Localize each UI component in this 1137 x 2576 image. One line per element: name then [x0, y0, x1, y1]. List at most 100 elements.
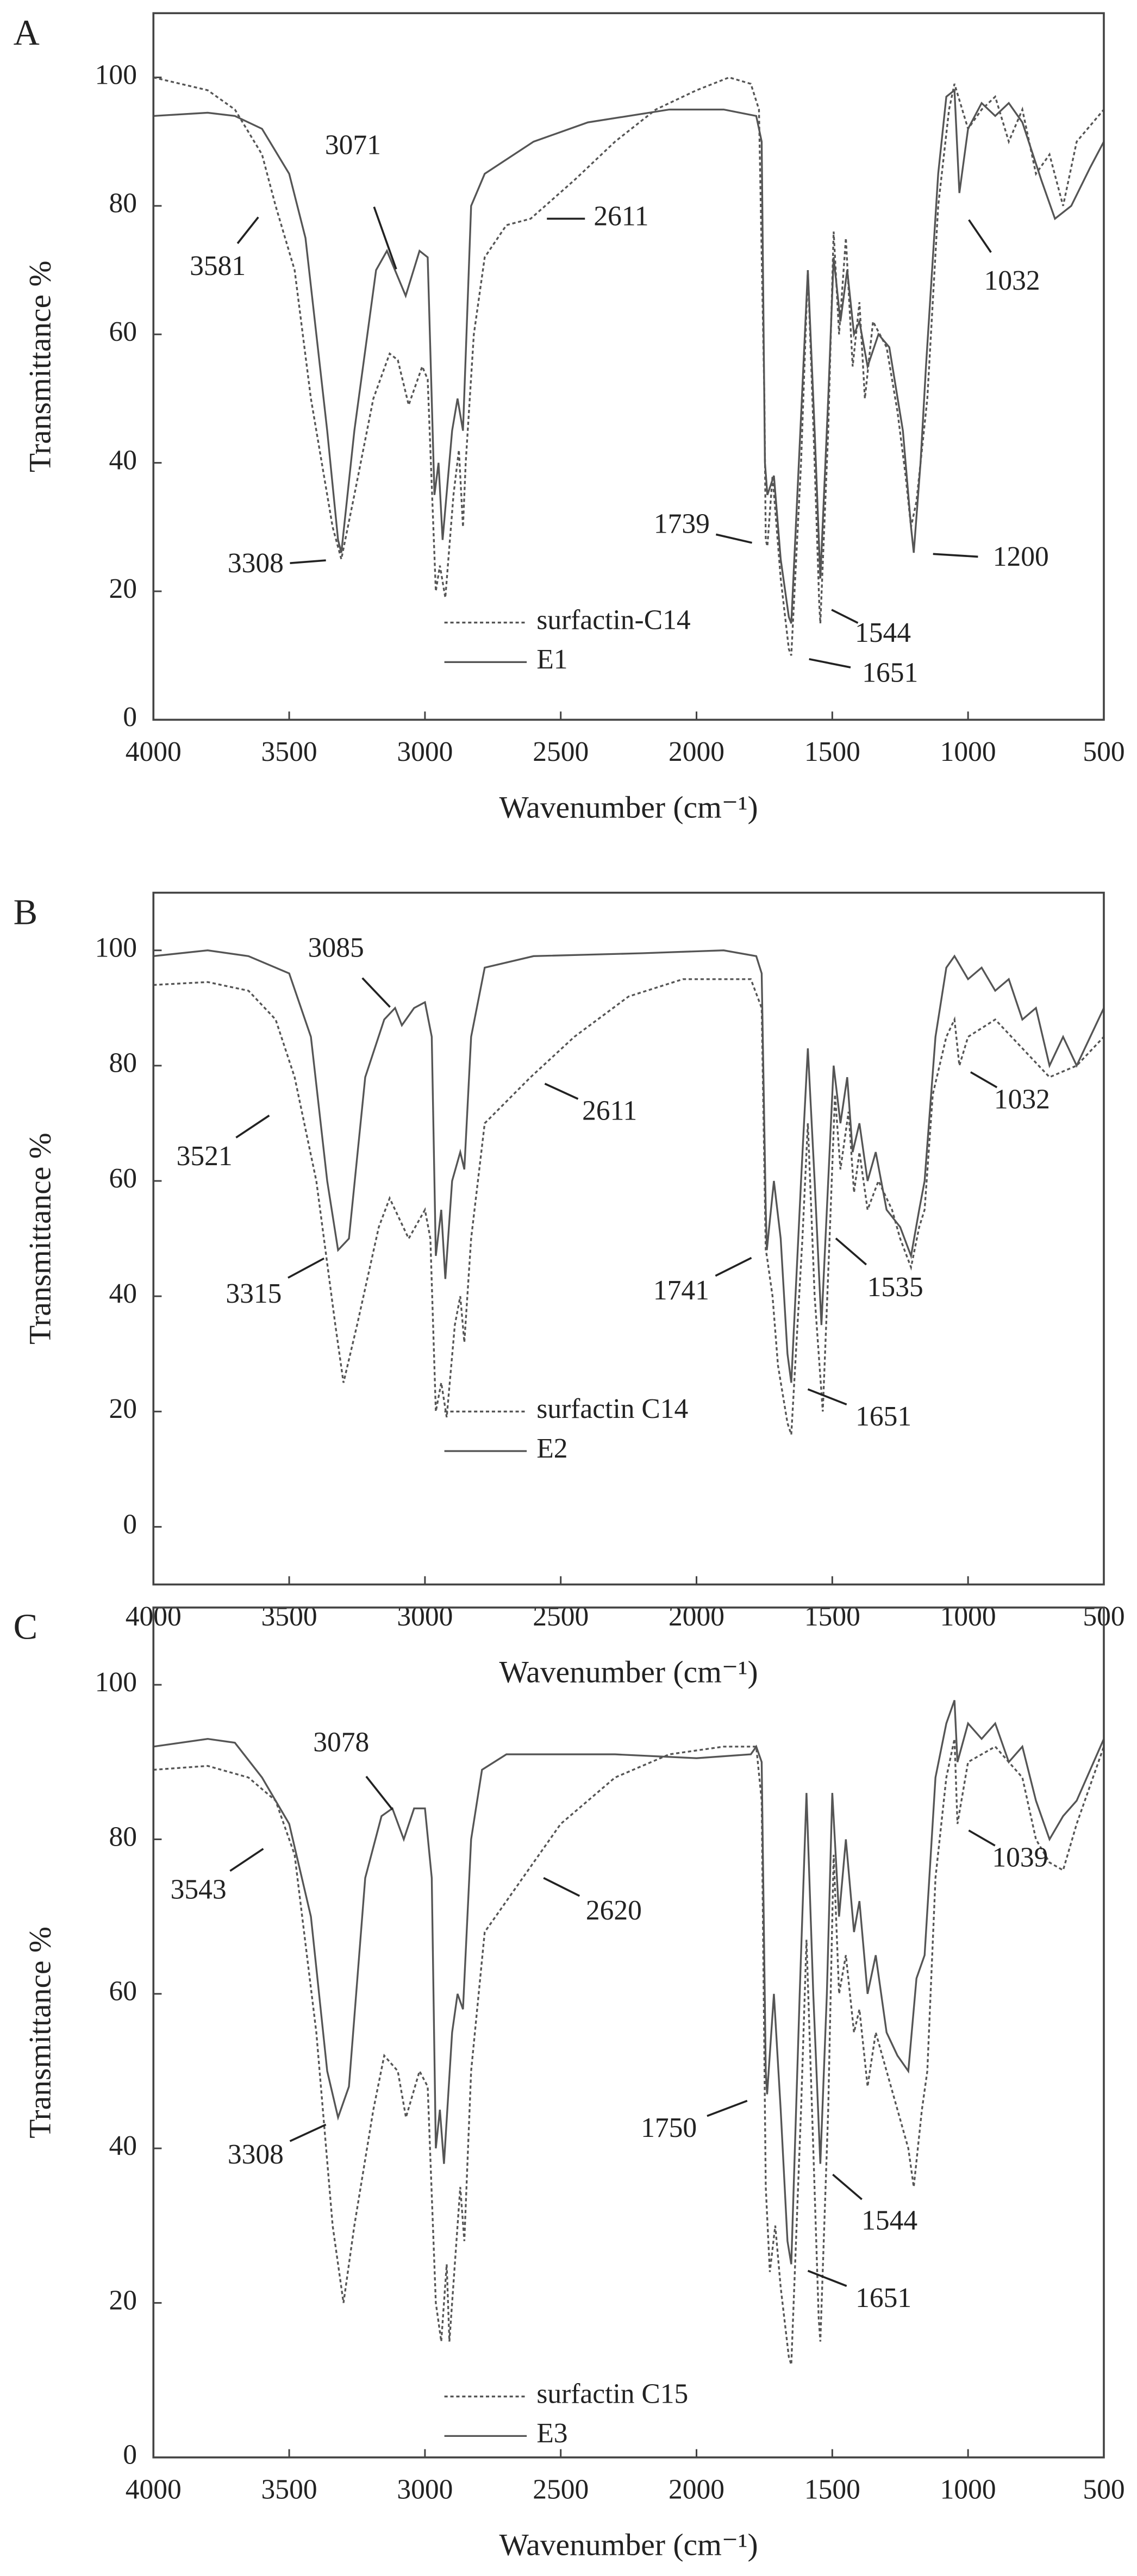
- y-axis-label: Transmittance %: [23, 1927, 57, 2139]
- x-tick-label: 2500: [533, 1601, 589, 1632]
- panel-letter: C: [14, 1608, 38, 1647]
- legend-label: surfactin C14: [536, 1393, 688, 1424]
- x-tick-label: 2000: [669, 2474, 724, 2505]
- series-line: [153, 1739, 1104, 2365]
- annotation: 1544: [861, 2205, 917, 2236]
- leader-line: [807, 2269, 847, 2287]
- leader-line: [970, 1071, 998, 1089]
- panel-letter: B: [14, 892, 38, 932]
- y-axis-label: Transmittance %: [23, 1133, 57, 1345]
- annotation: 1535: [867, 1272, 923, 1303]
- legend-label: surfactin-C14: [536, 604, 690, 635]
- plot-frame: [152, 1606, 1105, 2459]
- leader-line: [715, 533, 752, 544]
- y-tick-label: 0: [123, 2440, 137, 2471]
- leader-line: [544, 1083, 579, 1100]
- annotation: 3308: [228, 2139, 284, 2170]
- annotation: 1739: [654, 509, 710, 540]
- y-tick-label: 100: [95, 933, 137, 964]
- y-tick-label: 0: [123, 1509, 137, 1540]
- legend-label: E3: [536, 2418, 567, 2449]
- annotation: 3085: [308, 933, 364, 964]
- y-tick-label: 80: [109, 188, 137, 219]
- leader-line: [236, 216, 259, 245]
- leader-line: [832, 2173, 863, 2200]
- leader-line: [968, 219, 992, 253]
- y-tick-label: 100: [95, 1667, 137, 1698]
- x-tick-label: 3500: [261, 1601, 317, 1632]
- annotation: 3543: [171, 1874, 227, 1905]
- annotation: 1032: [994, 1084, 1050, 1115]
- annotation: 1200: [993, 541, 1049, 572]
- y-tick-label: 20: [109, 1393, 137, 1424]
- annotation: 3581: [190, 251, 246, 282]
- x-tick-label: 1000: [940, 736, 996, 767]
- x-tick-label: 3000: [397, 736, 453, 767]
- annotation: 3315: [226, 1278, 282, 1309]
- annotation: 1039: [992, 1842, 1048, 1873]
- x-tick-label: 4000: [126, 2474, 182, 2505]
- leader-line: [288, 1257, 325, 1279]
- y-tick-label: 60: [109, 1976, 137, 2007]
- annotation: 1750: [641, 2112, 697, 2143]
- leader-line: [707, 2099, 748, 2117]
- series-group: [153, 1699, 1104, 2365]
- x-tick-label: 1500: [804, 2474, 860, 2505]
- x-tick-label: 1000: [940, 2474, 996, 2505]
- y-tick-label: 40: [109, 1278, 137, 1309]
- annotation: 1651: [862, 657, 918, 688]
- x-tick-label: 1500: [804, 1601, 860, 1632]
- leader-line: [933, 553, 978, 558]
- x-axis-label: Wavenumber (cm⁻¹): [499, 790, 758, 824]
- annotation: 3521: [177, 1141, 233, 1172]
- series-line: [153, 978, 1104, 1435]
- x-tick-label: 2000: [669, 736, 724, 767]
- x-tick-label: 2500: [533, 736, 589, 767]
- y-axis-label: Transmittance %: [23, 260, 57, 472]
- x-tick-label: 2000: [669, 1601, 724, 1632]
- annotation: 1741: [653, 1275, 709, 1306]
- y-tick-label: 40: [109, 445, 137, 476]
- y-tick-label: 100: [95, 59, 137, 90]
- annotation: 1032: [984, 265, 1040, 296]
- x-tick-label: 3500: [261, 2474, 317, 2505]
- y-tick-label: 60: [109, 316, 137, 347]
- leader-line: [968, 1829, 996, 1847]
- annotation: 2611: [582, 1096, 637, 1127]
- series-line: [153, 76, 1104, 656]
- annotation: 3308: [228, 548, 284, 579]
- annotation: 1651: [855, 2283, 911, 2314]
- series-line: [153, 1699, 1104, 2265]
- plot-frame: [152, 12, 1105, 721]
- annotation: 3071: [325, 129, 381, 160]
- y-tick-label: 0: [123, 702, 137, 733]
- annotation: 2620: [586, 1895, 642, 1926]
- legend-label: surfactin C15: [536, 2378, 688, 2409]
- x-tick-label: 500: [1083, 736, 1124, 767]
- x-tick-label: 3000: [397, 1601, 453, 1632]
- plot-frame: [152, 891, 1105, 1586]
- y-tick-label: 20: [109, 2285, 137, 2316]
- series-group: [153, 949, 1104, 1435]
- y-tick-label: 20: [109, 573, 137, 604]
- legend-label: E2: [536, 1433, 567, 1464]
- leader-line: [235, 1115, 270, 1139]
- panel: C 0 20 40 60 80 100 4000 3500 3000 2500 2000 1500 100…: [14, 1606, 1125, 2562]
- leader-line: [290, 559, 326, 565]
- leader-line: [831, 609, 859, 624]
- leader-line: [835, 1237, 867, 1266]
- leader-line: [809, 658, 851, 668]
- y-tick-label: 40: [109, 2130, 137, 2161]
- y-tick-label: 80: [109, 1821, 137, 1852]
- x-tick-label: 4000: [126, 736, 182, 767]
- legend-label: E1: [536, 644, 567, 675]
- series-line: [153, 88, 1104, 624]
- annotation: 1651: [855, 1401, 911, 1432]
- annotation: 1544: [855, 617, 911, 648]
- series-line: [153, 949, 1104, 1383]
- leader-line: [365, 1775, 393, 1810]
- x-tick-label: 2500: [533, 2474, 589, 2505]
- annotation: 2611: [594, 201, 648, 232]
